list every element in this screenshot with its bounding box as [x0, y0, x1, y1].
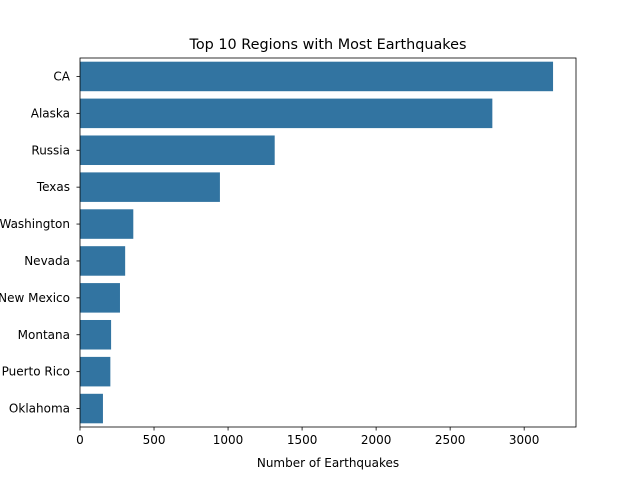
y-tick-label: New Mexico — [0, 291, 70, 305]
y-tick-label: Russia — [31, 143, 70, 157]
bar — [80, 209, 134, 239]
y-tick-label: Montana — [18, 328, 70, 342]
bar — [80, 246, 126, 276]
x-tick-label: 0 — [76, 433, 84, 447]
x-axis-ticks: 0 500 1000 1500 2000 2500 3000 — [76, 427, 539, 447]
y-tick-label: Oklahoma — [9, 402, 70, 416]
y-tick-label: Washington — [0, 217, 70, 231]
y-tick-label: Alaska — [31, 106, 70, 120]
bar — [80, 98, 493, 129]
y-axis-ticks: CA Alaska Russia Texas Washington Nevada New M… — [0, 69, 80, 416]
bar — [80, 135, 275, 166]
x-tick-label: 1500 — [287, 433, 318, 447]
bar — [80, 356, 111, 387]
bar — [80, 283, 120, 313]
y-tick-label: Puerto Rico — [2, 365, 70, 379]
plot-frame — [79, 57, 577, 428]
x-tick-label: 2500 — [435, 433, 466, 447]
y-tick-label: Texas — [36, 180, 70, 194]
x-tick-label: 3000 — [509, 433, 540, 447]
x-tick-label: 2000 — [361, 433, 392, 447]
x-tick-label: 500 — [143, 433, 166, 447]
y-tick-label: CA — [53, 69, 70, 83]
bar — [80, 393, 103, 424]
bar — [80, 319, 112, 350]
x-tick-label: 1000 — [213, 433, 244, 447]
chart-title: Top 10 Regions with Most Earthquakes — [189, 37, 467, 53]
x-axis-title: Number of Earthquakes — [257, 456, 399, 470]
bar — [80, 172, 220, 202]
y-tick-label: Nevada — [24, 254, 70, 268]
bar — [80, 61, 554, 92]
bars-group — [80, 61, 554, 424]
